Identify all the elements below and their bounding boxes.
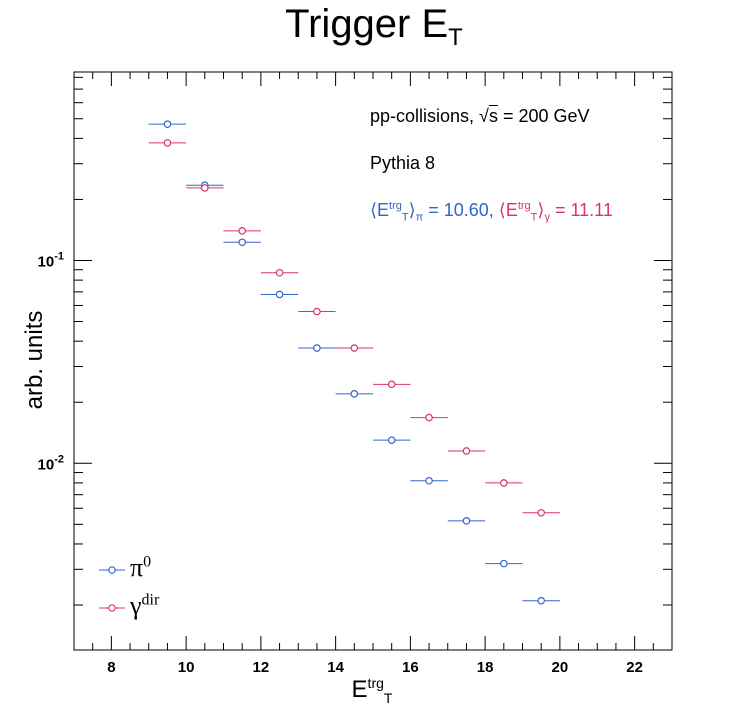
mean-annotation: ⟨EtrgT⟩π = 10.60, ⟨EtrgT⟩γ = 11.11 [370, 200, 613, 224]
x-tick-label: 22 [626, 659, 643, 676]
legend-marker-gamma [108, 604, 116, 612]
data-point-pi0 [425, 476, 433, 485]
y-tick-label: 10-1 [38, 250, 64, 270]
data-point-pi0 [238, 238, 246, 247]
x-axis-label: EtrgT [351, 675, 393, 706]
data-point-gamma [537, 508, 545, 517]
data-point-gamma [350, 344, 359, 352]
legend-marker-pi0 [108, 566, 116, 574]
data-point-pi0 [275, 290, 284, 299]
data-point-gamma [313, 307, 321, 316]
data-point-pi0 [163, 120, 172, 128]
x-tick-label: 10 [178, 659, 195, 676]
data-point-gamma [425, 413, 433, 422]
data-point-gamma [500, 479, 508, 487]
x-tick-label: 14 [327, 659, 344, 676]
x-tick-label: 8 [107, 659, 115, 676]
chart-title: Trigger ET [285, 2, 463, 51]
y-tick-label: 10-2 [38, 453, 64, 473]
x-tick-label: 16 [402, 659, 419, 676]
generator-annotation: Pythia 8 [370, 153, 436, 173]
data-point-pi0 [313, 344, 321, 352]
data-point-gamma [462, 447, 471, 455]
legend-label-gamma: γdir [130, 591, 160, 620]
x-tick-label: 18 [477, 659, 494, 676]
data-point-gamma [387, 380, 396, 389]
mean-pi-label: ⟨EtrgT⟩π = 10.60, [370, 200, 499, 224]
x-tick-label: 12 [253, 659, 270, 676]
legend-label-pi: π0 [130, 553, 152, 582]
data-point-gamma [275, 268, 284, 277]
data-point-pi0 [387, 436, 396, 444]
y-axis-label: arb. units [21, 310, 48, 410]
data-point-gamma [163, 139, 172, 147]
data-point-pi0 [462, 517, 471, 525]
data-point-gamma [238, 227, 246, 235]
data-point-pi0 [350, 390, 359, 398]
data-point-pi0 [500, 559, 508, 568]
x-tick-label: 20 [552, 659, 569, 676]
collision-annotation: pp-collisions, √s = 200 GeV [370, 106, 590, 126]
mean-gamma-label: ⟨EtrgT⟩γ = 11.11 [498, 200, 613, 224]
data-point-gamma [201, 184, 209, 192]
data-point-pi0 [537, 596, 545, 605]
